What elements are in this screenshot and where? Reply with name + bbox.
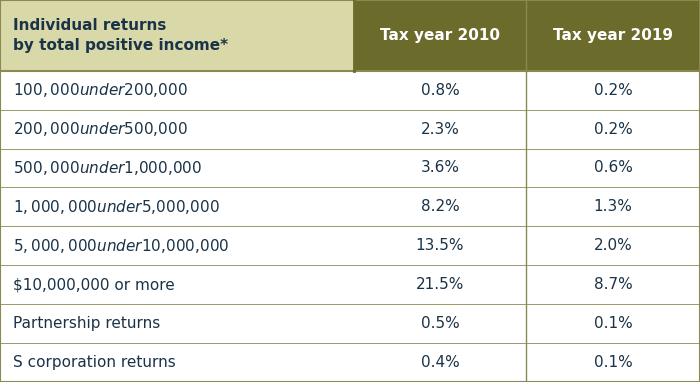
Text: 13.5%: 13.5% xyxy=(416,238,464,253)
Text: Tax year 2019: Tax year 2019 xyxy=(553,28,673,43)
Text: 2.0%: 2.0% xyxy=(594,238,633,253)
Text: 0.4%: 0.4% xyxy=(421,355,459,370)
Text: 8.7%: 8.7% xyxy=(594,277,633,292)
Text: 21.5%: 21.5% xyxy=(416,277,464,292)
Bar xyxy=(0,265,700,304)
Bar xyxy=(0,149,700,188)
Bar xyxy=(0,304,700,343)
Text: Individual returns
by total positive income*: Individual returns by total positive inc… xyxy=(13,18,228,53)
Text: 0.5%: 0.5% xyxy=(421,316,459,331)
Bar xyxy=(0,226,700,265)
Bar xyxy=(0,0,354,71)
Bar xyxy=(354,0,700,71)
Text: 0.1%: 0.1% xyxy=(594,316,633,331)
Text: 1.3%: 1.3% xyxy=(594,199,633,214)
Text: $10,000,000 or more: $10,000,000 or more xyxy=(13,277,174,292)
Text: 0.2%: 0.2% xyxy=(594,83,633,98)
Text: 0.6%: 0.6% xyxy=(594,160,633,175)
Text: $5,000,000 under $10,000,000: $5,000,000 under $10,000,000 xyxy=(13,237,229,255)
Text: S corporation returns: S corporation returns xyxy=(13,355,175,370)
Bar xyxy=(0,71,700,110)
Bar xyxy=(0,343,700,382)
Text: Tax year 2010: Tax year 2010 xyxy=(380,28,500,43)
Text: $500,000 under $1,000,000: $500,000 under $1,000,000 xyxy=(13,159,202,177)
Text: 0.8%: 0.8% xyxy=(421,83,459,98)
Bar xyxy=(0,110,700,149)
Text: 0.1%: 0.1% xyxy=(594,355,633,370)
Text: 0.2%: 0.2% xyxy=(594,121,633,136)
Text: $200,000 under $500,000: $200,000 under $500,000 xyxy=(13,120,188,138)
Text: 8.2%: 8.2% xyxy=(421,199,459,214)
Bar xyxy=(0,188,700,226)
Text: $100,000 under $200,000: $100,000 under $200,000 xyxy=(13,81,188,99)
Text: 2.3%: 2.3% xyxy=(421,121,459,136)
Text: Partnership returns: Partnership returns xyxy=(13,316,160,331)
Text: 3.6%: 3.6% xyxy=(421,160,459,175)
Text: $1,000,000 under $5,000,000: $1,000,000 under $5,000,000 xyxy=(13,198,219,216)
